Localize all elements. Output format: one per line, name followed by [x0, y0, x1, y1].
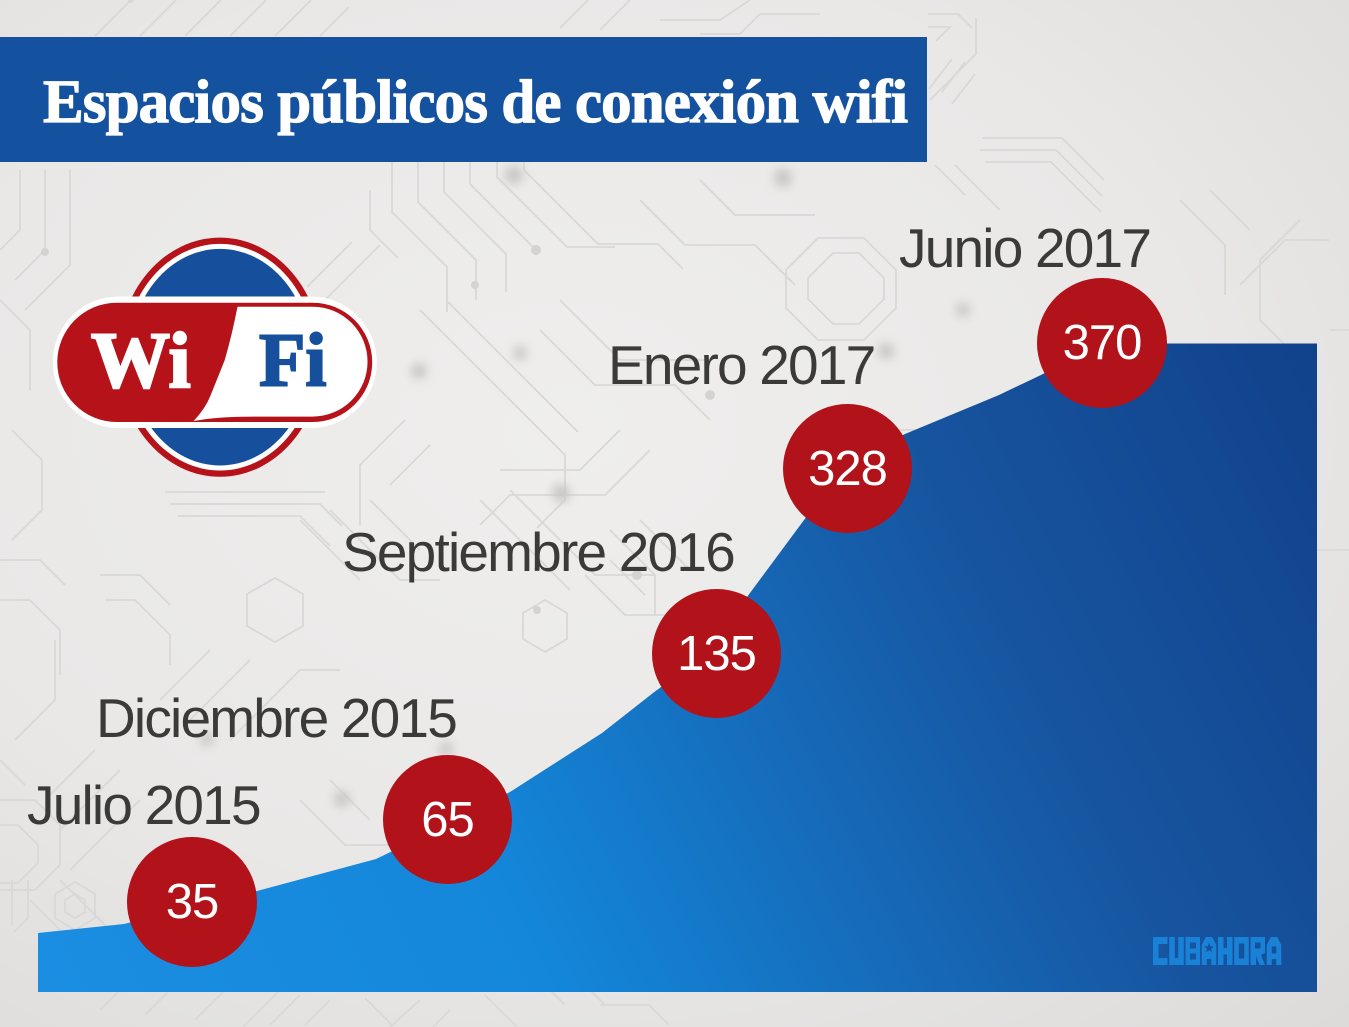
- svg-text:Wi: Wi: [91, 318, 191, 405]
- svg-text:Fi: Fi: [259, 319, 327, 403]
